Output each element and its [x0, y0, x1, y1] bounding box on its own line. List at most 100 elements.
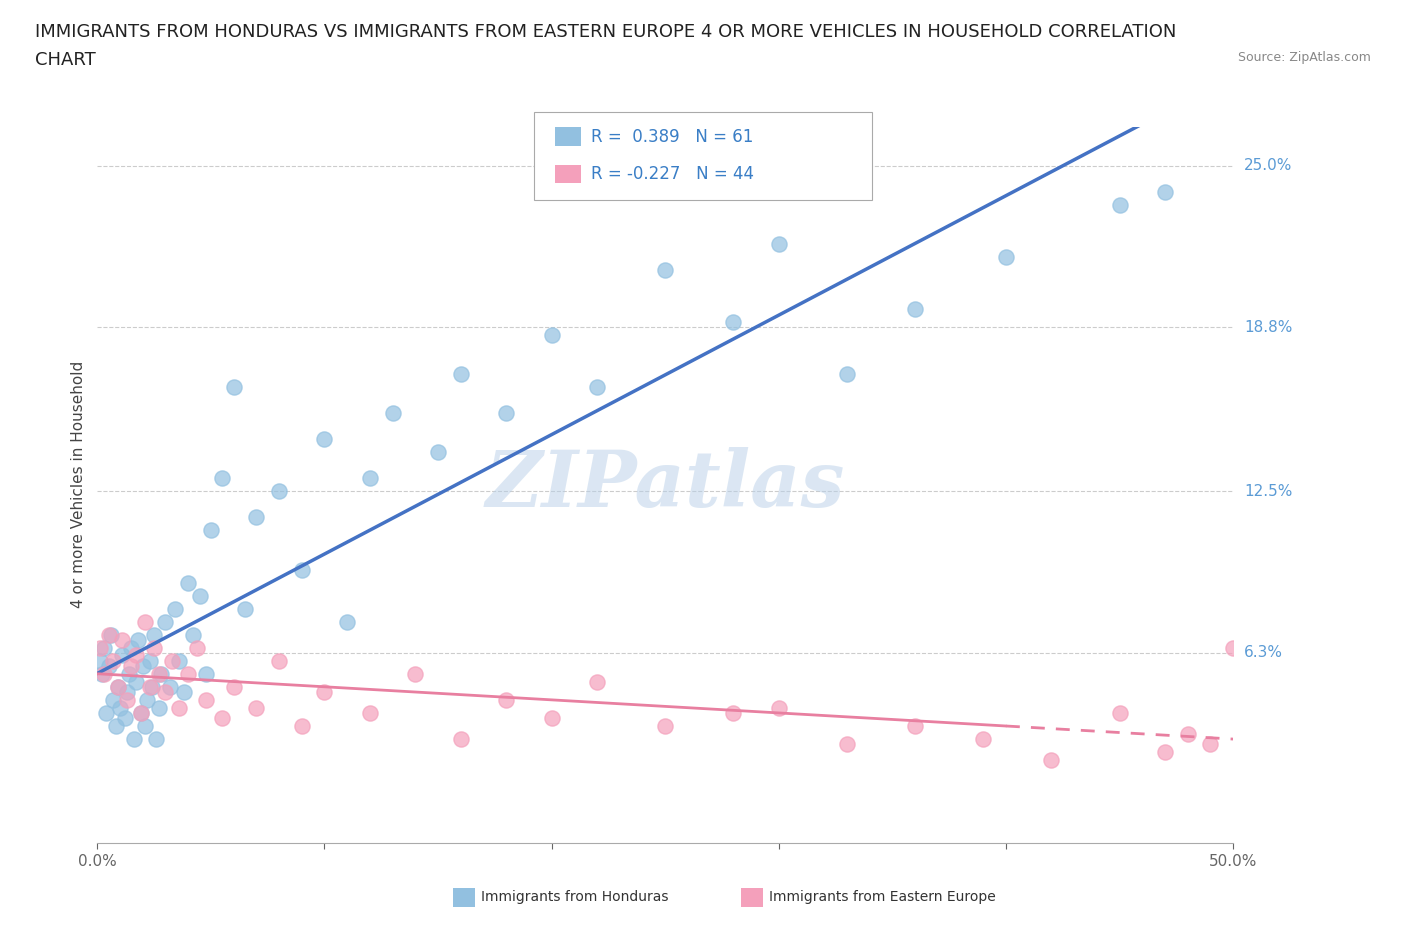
Point — [1040, 752, 1063, 767]
Point — [586, 674, 609, 689]
Point — [89, 653, 111, 668]
Point — [1154, 744, 1177, 759]
Point — [143, 627, 166, 642]
Y-axis label: 4 or more Vehicles in Household: 4 or more Vehicles in Household — [72, 361, 86, 608]
Point — [89, 640, 111, 655]
Point — [359, 471, 381, 485]
Point — [835, 737, 858, 751]
Point — [129, 705, 152, 720]
Point — [723, 705, 745, 720]
Point — [314, 684, 336, 699]
Point — [654, 262, 676, 277]
Point — [115, 692, 138, 707]
Point — [654, 718, 676, 733]
Point — [159, 679, 181, 694]
Point — [768, 236, 790, 251]
Point — [120, 640, 142, 655]
Point — [381, 405, 404, 420]
Text: R = -0.227   N = 44: R = -0.227 N = 44 — [591, 165, 754, 183]
Point — [450, 731, 472, 746]
Point — [141, 679, 163, 694]
Point — [155, 614, 177, 629]
Text: 18.8%: 18.8% — [1244, 320, 1292, 335]
Text: R =  0.389   N = 61: R = 0.389 N = 61 — [591, 127, 752, 146]
Point — [211, 711, 233, 725]
Point — [107, 679, 129, 694]
Point — [162, 653, 184, 668]
Text: 25.0%: 25.0% — [1244, 158, 1292, 173]
Point — [122, 731, 145, 746]
Point — [427, 445, 450, 459]
Point — [177, 575, 200, 590]
Point — [1177, 726, 1199, 741]
Point — [129, 705, 152, 720]
Point — [104, 718, 127, 733]
Point — [768, 700, 790, 715]
Point — [904, 301, 927, 316]
Point — [222, 679, 245, 694]
Point — [233, 601, 256, 616]
Point — [1199, 737, 1222, 751]
Point — [200, 523, 222, 538]
Point — [97, 627, 120, 642]
Point — [149, 666, 172, 681]
Point — [195, 692, 218, 707]
Point — [114, 711, 136, 725]
Point — [723, 314, 745, 329]
Point — [148, 666, 170, 681]
Point — [107, 679, 129, 694]
Point — [134, 718, 156, 733]
Point — [404, 666, 426, 681]
Point — [314, 432, 336, 446]
Point — [1108, 705, 1130, 720]
Point — [1222, 640, 1244, 655]
Point — [167, 700, 190, 715]
Point — [100, 627, 122, 642]
Point — [125, 674, 148, 689]
Point — [450, 366, 472, 381]
Point — [972, 731, 994, 746]
Text: CHART: CHART — [35, 51, 96, 69]
Point — [103, 653, 125, 668]
Point — [173, 684, 195, 699]
Point — [118, 666, 141, 681]
Point — [93, 640, 115, 655]
Point — [96, 705, 118, 720]
Point — [359, 705, 381, 720]
Point — [186, 640, 208, 655]
Point — [211, 471, 233, 485]
Text: ZIPatlas: ZIPatlas — [485, 446, 845, 523]
Point — [291, 562, 314, 577]
Point — [108, 700, 131, 715]
Text: 12.5%: 12.5% — [1244, 484, 1292, 498]
Point — [163, 601, 186, 616]
Point — [111, 648, 134, 663]
Point — [145, 731, 167, 746]
Point — [245, 510, 267, 525]
Point — [155, 684, 177, 699]
Point — [167, 653, 190, 668]
Point — [103, 692, 125, 707]
Point — [97, 658, 120, 673]
Point — [495, 405, 517, 420]
Point — [148, 700, 170, 715]
Text: 6.3%: 6.3% — [1244, 645, 1284, 660]
Text: Source: ZipAtlas.com: Source: ZipAtlas.com — [1237, 51, 1371, 64]
Point — [138, 679, 160, 694]
Point — [540, 711, 562, 725]
Point — [495, 692, 517, 707]
Point — [120, 658, 142, 673]
Point — [127, 632, 149, 647]
Point — [111, 632, 134, 647]
Point — [195, 666, 218, 681]
Point — [143, 640, 166, 655]
Point — [138, 653, 160, 668]
Point — [245, 700, 267, 715]
Text: IMMIGRANTS FROM HONDURAS VS IMMIGRANTS FROM EASTERN EUROPE 4 OR MORE VEHICLES IN: IMMIGRANTS FROM HONDURAS VS IMMIGRANTS F… — [35, 23, 1177, 41]
Point — [267, 653, 290, 668]
Point — [1154, 184, 1177, 199]
Point — [904, 718, 927, 733]
Point — [586, 379, 609, 394]
Point — [188, 588, 211, 603]
Point — [90, 666, 112, 681]
